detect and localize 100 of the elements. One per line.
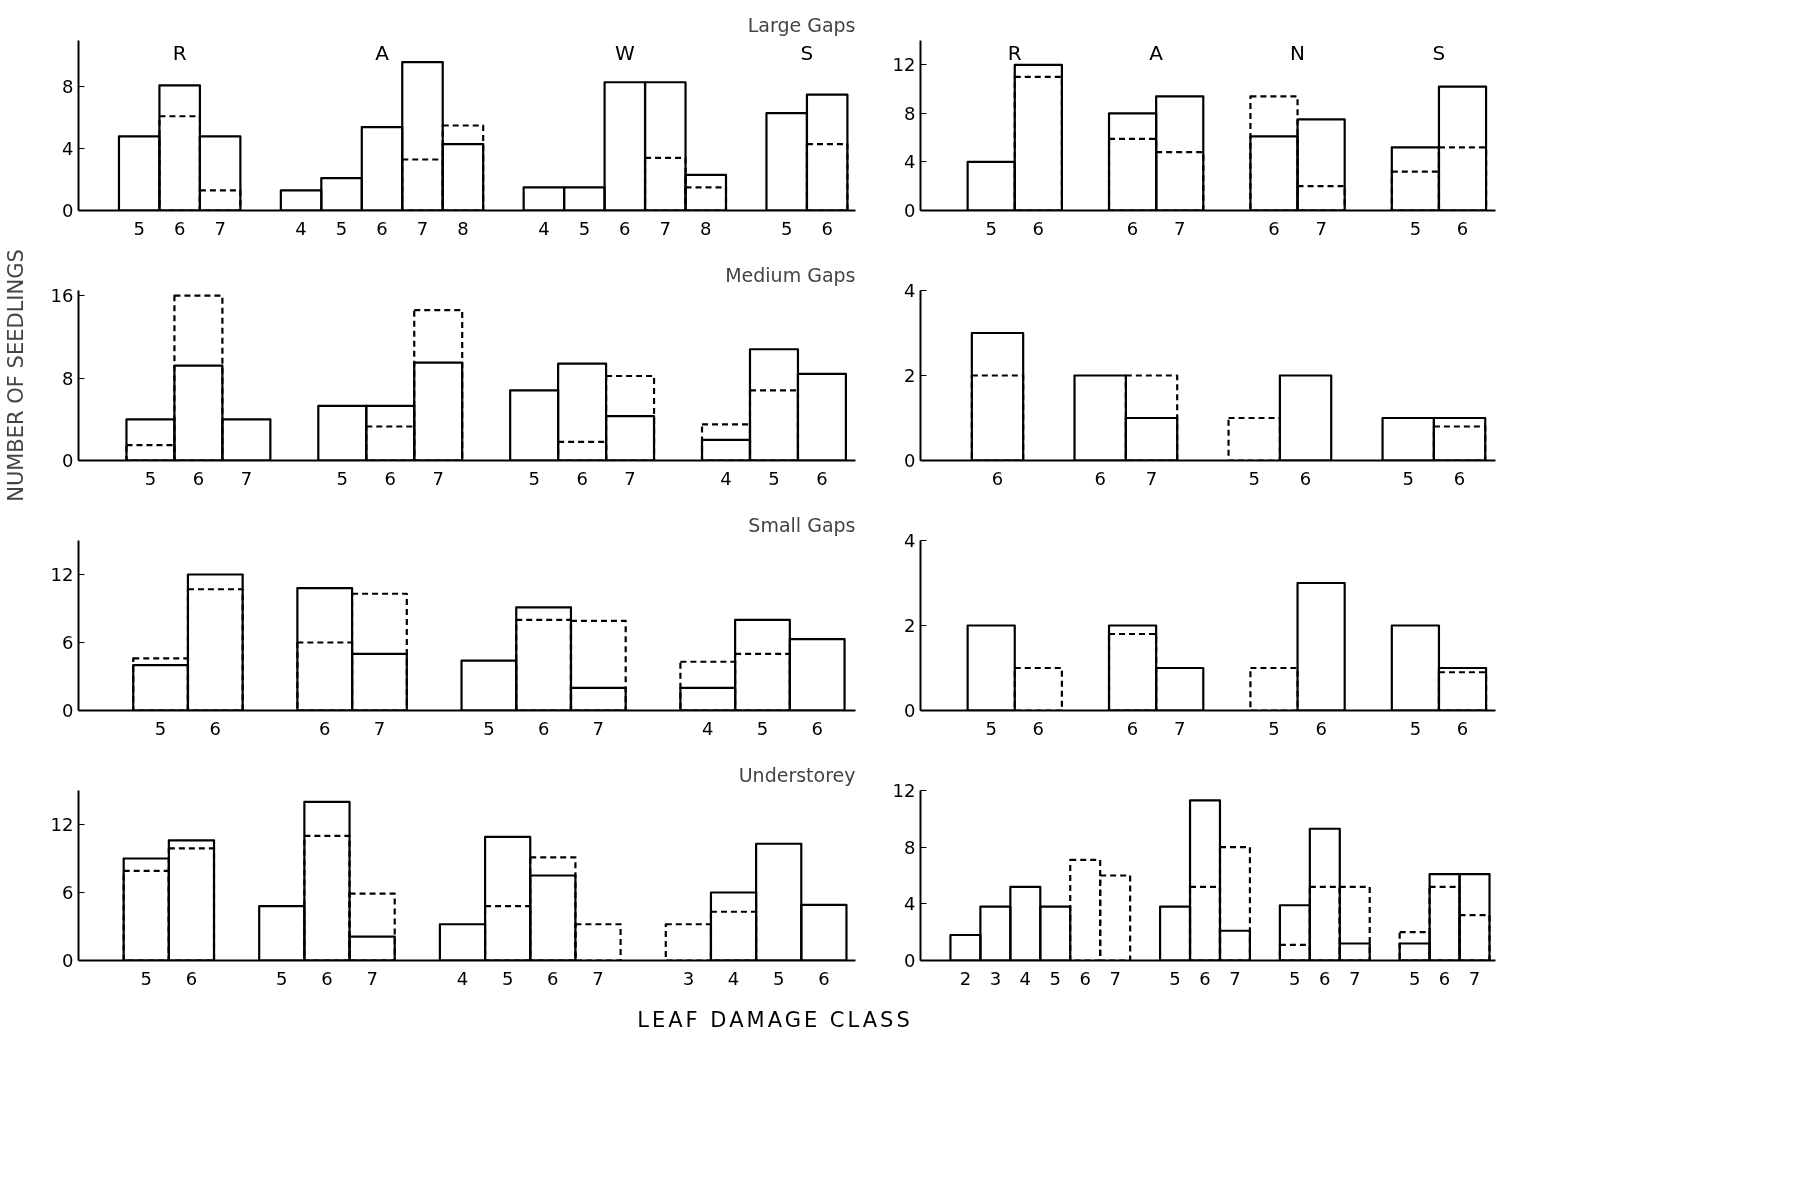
x-tick-label: 5	[985, 717, 997, 739]
x-tick-label: 5	[335, 217, 348, 239]
x-tick-label: 4	[1019, 967, 1032, 989]
x-tick-label: 5	[144, 467, 157, 489]
y-tick-label: 4	[904, 893, 916, 915]
x-tick-label: 5	[1248, 467, 1260, 489]
y-tick-label: 2	[904, 615, 916, 636]
x-tick-label: 6	[1032, 717, 1045, 739]
annotation: N	[1290, 40, 1306, 65]
x-tick-label: 6	[991, 467, 1004, 489]
y-tick-label: 12	[50, 814, 74, 835]
x-tick-label: 4	[456, 967, 469, 989]
x-tick-label: 6	[1456, 717, 1469, 739]
x-tick-label: 6	[1453, 467, 1466, 489]
y-tick-label: 0	[904, 450, 916, 471]
x-tick-label: 6	[1094, 467, 1106, 489]
y-tick-label: 0	[62, 200, 74, 221]
x-tick-label: 7	[1145, 467, 1158, 489]
y-tick-label: 0	[62, 700, 74, 721]
x-tick-label: 6	[192, 467, 205, 489]
x-tick-label: 6	[173, 217, 186, 239]
x-tick-label: 5	[483, 717, 495, 739]
x-tick-label: 5	[501, 967, 514, 989]
x-tick-label: 7	[240, 467, 253, 489]
x-tick-label: 6	[811, 717, 823, 739]
x-tick-label: 6	[1126, 217, 1139, 239]
x-tick-label: 7	[416, 217, 429, 239]
x-tick-label: 7	[373, 717, 386, 739]
y-tick-label: 0	[904, 700, 916, 721]
y-tick-label: 16	[50, 285, 74, 307]
y-tick-label: 4	[904, 530, 916, 551]
x-tick-label: 7	[366, 967, 378, 989]
x-tick-label: 6	[185, 967, 198, 989]
x-tick-label: 5	[140, 967, 152, 989]
x-tick-label: 5	[985, 217, 997, 239]
x-tick-label: 5	[336, 467, 349, 489]
y-tick-label: 12	[892, 54, 916, 76]
y-axis-title: NUMBER OF SEEDLINGS	[3, 249, 28, 502]
x-tick-label: 6	[1199, 967, 1211, 989]
x-tick-label: 6	[209, 717, 222, 739]
x-tick-label: 5	[780, 217, 793, 239]
x-tick-label: 4	[538, 217, 550, 239]
x-tick-label: 7	[1174, 217, 1186, 239]
x-tick-label: 7	[432, 467, 444, 489]
x-tick-label: 5	[768, 467, 780, 489]
x-tick-label: 2	[959, 967, 972, 989]
x-tick-label: 6	[1319, 967, 1331, 989]
annotation: S	[1432, 40, 1446, 65]
x-tick-label: 6	[576, 467, 588, 489]
x-tick-label: 7	[592, 967, 604, 989]
annotation: R	[172, 40, 187, 65]
y-tick-label: 12	[50, 564, 74, 585]
y-tick-label: 8	[62, 76, 74, 98]
x-tick-label: 6	[1032, 217, 1045, 239]
x-tick-label: 7	[624, 467, 636, 489]
x-tick-label: 6	[321, 967, 333, 989]
x-tick-label: 6	[821, 217, 833, 239]
x-tick-label: 5	[1402, 467, 1414, 489]
x-tick-label: 4	[295, 217, 307, 239]
annotation: A	[375, 40, 390, 65]
annotation: A	[1149, 40, 1164, 65]
x-tick-label: 6	[376, 217, 388, 239]
x-tick-label: 3	[682, 967, 695, 989]
y-tick-label: 8	[904, 836, 916, 858]
y-tick-label: 6	[62, 882, 74, 903]
x-tick-label: 6	[537, 717, 550, 739]
annotation: W	[614, 40, 635, 65]
x-tick-label: 7	[1349, 967, 1361, 989]
x-tick-label: 6	[1268, 217, 1280, 239]
x-tick-label: 5	[1268, 717, 1280, 739]
x-tick-label: 5	[756, 717, 769, 739]
x-tick-label: 6	[547, 967, 559, 989]
x-tick-label: 5	[1408, 967, 1421, 989]
x-tick-label: 6	[384, 467, 396, 489]
y-tick-label: 0	[62, 950, 74, 971]
x-tick-label: 7	[1174, 717, 1186, 739]
x-tick-label: 5	[772, 967, 785, 989]
chart-title: Medium Gaps	[725, 263, 856, 286]
x-tick-label: 6	[1438, 967, 1451, 989]
x-tick-label: 5	[578, 217, 591, 239]
chart-title: Large Gaps	[747, 13, 856, 36]
x-tick-label: 8	[457, 217, 469, 239]
x-tick-label: 7	[214, 217, 226, 239]
x-tick-label: 6	[1315, 717, 1327, 739]
y-tick-label: 8	[904, 102, 916, 124]
x-axis-title: LEAF DAMAGE CLASS	[637, 1007, 913, 1034]
y-tick-label: 4	[904, 280, 916, 301]
x-tick-label: 7	[1468, 967, 1481, 989]
x-tick-label: 5	[133, 217, 145, 239]
x-tick-label: 3	[989, 967, 1002, 989]
annotation: R	[1007, 40, 1022, 65]
x-tick-label: 5	[154, 717, 167, 739]
y-tick-label: 8	[62, 367, 74, 389]
x-tick-label: 6	[319, 717, 331, 739]
y-tick-label: 0	[62, 450, 74, 471]
x-tick-label: 6	[818, 967, 830, 989]
x-tick-label: 5	[1409, 217, 1422, 239]
x-tick-label: 6	[1456, 217, 1469, 239]
x-tick-label: 6	[619, 217, 631, 239]
x-tick-label: 7	[1315, 217, 1327, 239]
